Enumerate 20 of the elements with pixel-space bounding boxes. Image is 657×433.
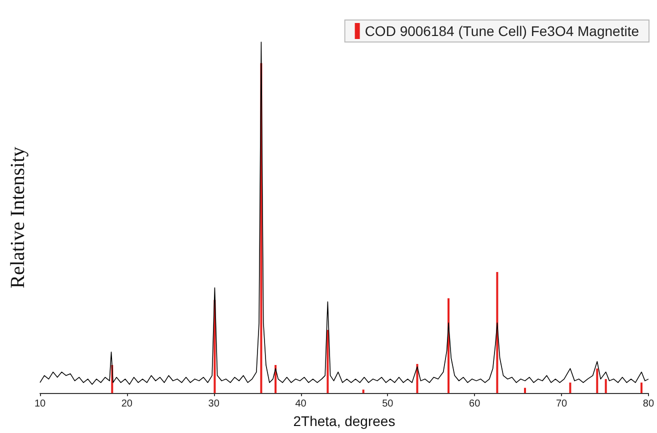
bar — [604, 379, 607, 394]
bar — [569, 382, 572, 394]
bar — [640, 382, 642, 394]
x-axis-title: 2Theta, degrees — [293, 413, 396, 429]
bar — [496, 272, 498, 394]
bar — [362, 390, 364, 394]
x-tick-label: 70 — [556, 398, 568, 410]
x-tick-label: 50 — [382, 398, 394, 410]
bar — [596, 368, 598, 394]
y-axis-title: Relative Intensity — [7, 146, 29, 288]
x-tick-label: 80 — [642, 398, 654, 410]
x-tick-label: 20 — [121, 398, 133, 410]
x-tick-label: 40 — [295, 398, 307, 410]
x-tick-label: 60 — [469, 398, 481, 410]
bar — [326, 330, 329, 394]
x-tick-label: 30 — [208, 398, 220, 410]
legend-label: COD 9006184 (Tune Cell) Fe3O4 Magnetite — [364, 23, 640, 39]
x-tick-label: 10 — [34, 398, 46, 410]
bar — [416, 364, 418, 394]
bar — [524, 388, 526, 394]
